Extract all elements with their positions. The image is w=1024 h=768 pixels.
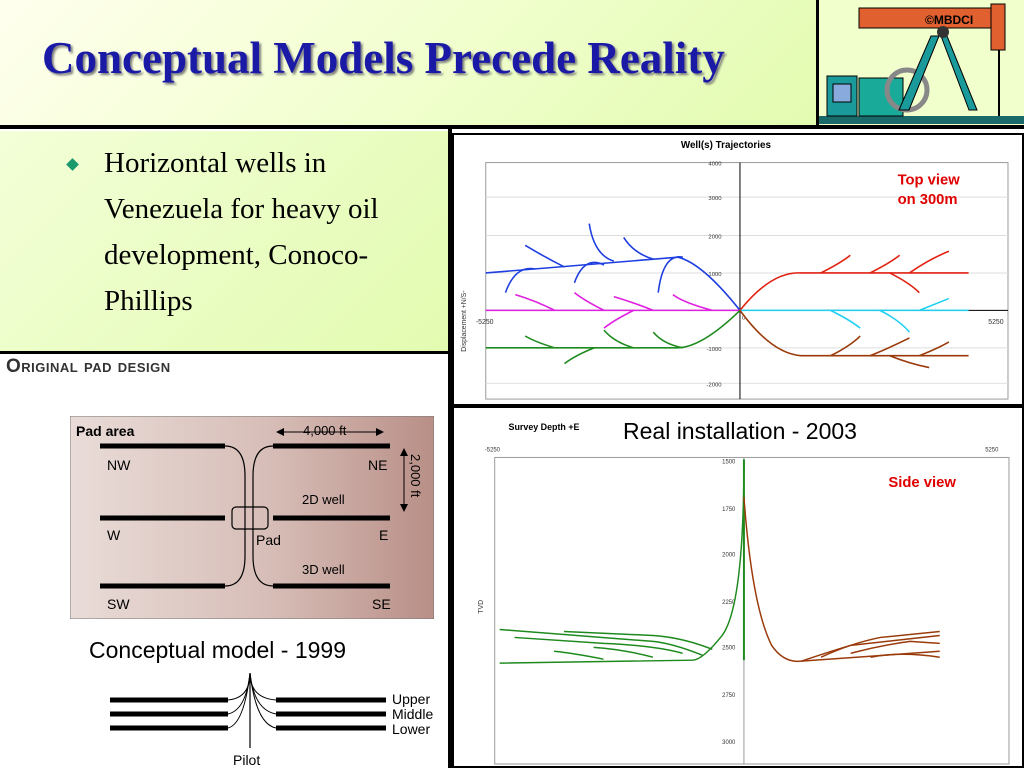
layer-upper: Upper bbox=[392, 691, 430, 707]
side-ytick-4: 2500 bbox=[722, 645, 736, 651]
label-nw: NW bbox=[107, 457, 131, 473]
label-3d-well: 3D well bbox=[302, 562, 345, 577]
top-ytick-3: 1000 bbox=[708, 272, 722, 278]
top-ytick-1: 3000 bbox=[708, 196, 722, 202]
side-ytick-0: 1500 bbox=[722, 459, 736, 465]
side-xtick-left: -5250 bbox=[485, 448, 501, 454]
label-se: SE bbox=[372, 596, 391, 612]
logo-panel: ©MBDCI bbox=[816, 0, 1024, 126]
side-ytick-1: 1750 bbox=[722, 507, 736, 513]
title-divider bbox=[0, 125, 1024, 129]
top-xtick-right: 5250 bbox=[988, 319, 1003, 326]
sub-heading: Original pad design bbox=[6, 356, 171, 378]
side-view-annotation: Side view bbox=[888, 475, 956, 491]
bullet-text: Horizontal wells in Venezuela for heavy … bbox=[104, 147, 379, 317]
copyright-text: ©MBDCI bbox=[925, 13, 973, 27]
top-ylabel: Displacement +N/S- bbox=[461, 290, 468, 351]
label-e: E bbox=[379, 527, 388, 543]
top-ytick-2: 2000 bbox=[708, 234, 722, 240]
top-ytick-5: -1000 bbox=[706, 347, 722, 353]
top-ytick-6: -2000 bbox=[706, 382, 722, 388]
top-xtick-left: -5250 bbox=[476, 319, 494, 326]
side-ytick-6: 3000 bbox=[722, 740, 736, 746]
top-ytick-4: 0 bbox=[742, 315, 746, 321]
caption-real: Real installation - 2003 bbox=[585, 410, 895, 452]
pump-jack-logo: ©MBDCI bbox=[819, 3, 1024, 124]
side-xtick-right: 5250 bbox=[985, 448, 999, 454]
side-ytick-3: 2250 bbox=[722, 600, 736, 606]
top-view-annotation-2: on 300m bbox=[898, 192, 958, 208]
label-2d-well: 2D well bbox=[302, 492, 345, 507]
side-ytick-2: 2000 bbox=[722, 552, 736, 558]
length-label: 4,000 ft bbox=[303, 423, 347, 438]
width-label: 2,000 ft bbox=[408, 454, 423, 498]
top-view-annotation-1: Top view bbox=[898, 172, 961, 188]
side-ytick-5: 2750 bbox=[722, 693, 736, 699]
label-w: W bbox=[107, 527, 121, 543]
top-view-title: Well(s) Trajectories bbox=[681, 140, 772, 151]
label-sw: SW bbox=[107, 596, 130, 612]
layer-middle: Middle bbox=[392, 706, 433, 722]
side-ylabel: TVD bbox=[478, 600, 485, 614]
title-bar: Conceptual Models Precede Reality bbox=[0, 0, 816, 126]
slide-title: Conceptual Models Precede Reality bbox=[42, 33, 725, 83]
pad-heading: Pad area bbox=[76, 423, 135, 439]
side-view-title: Survey Depth +E bbox=[509, 422, 580, 432]
caption-conceptual: Conceptual model - 1999 bbox=[89, 637, 346, 663]
column-divider bbox=[448, 129, 452, 768]
top-view-chart: Well(s) Trajectories 4000 3000 2000 1000… bbox=[452, 133, 1024, 406]
layer-lower: Lower bbox=[392, 721, 430, 737]
label-ne: NE bbox=[368, 457, 387, 473]
pad-diagram: Pad area 4,000 ft 2,000 ft NW NE 2D well… bbox=[70, 416, 434, 619]
side-view-chart: Survey Depth +E -5250 5250 1500 1750 200… bbox=[452, 406, 1024, 768]
top-ytick-0: 4000 bbox=[708, 162, 722, 168]
pilot-label: Pilot bbox=[233, 752, 260, 768]
bullet-divider bbox=[0, 351, 452, 354]
stacked-wells-schematic: Upper Middle Lower Pilot bbox=[110, 672, 433, 768]
label-pad: Pad bbox=[256, 532, 281, 548]
sub-heading-text: Original pad design bbox=[6, 356, 171, 377]
